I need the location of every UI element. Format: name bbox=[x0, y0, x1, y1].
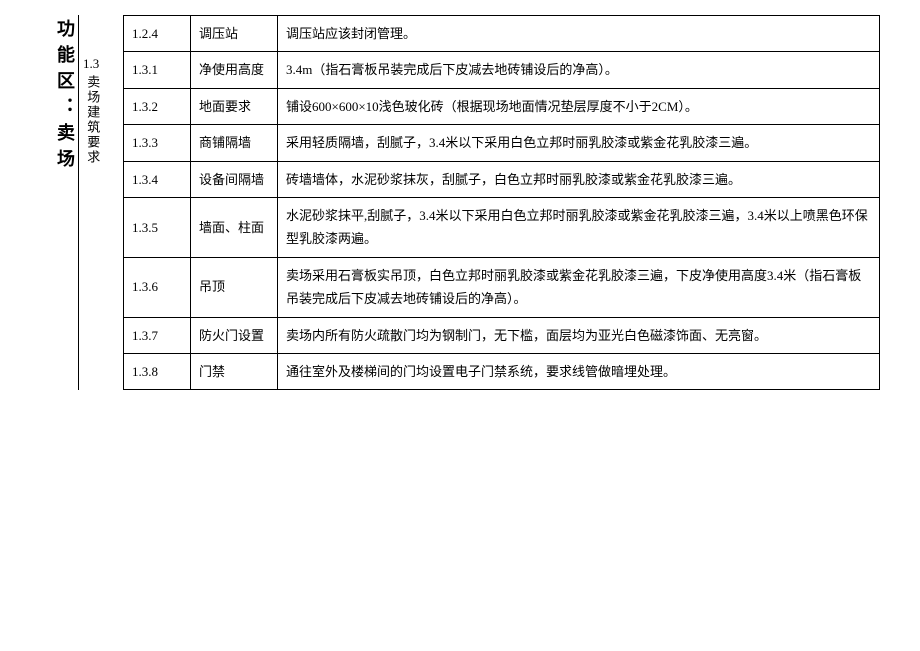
row-number: 1.2.4 bbox=[124, 16, 191, 52]
row-name: 门禁 bbox=[191, 353, 278, 389]
row-desc: 铺设600×600×10浅色玻化砖（根据现场地面情况垫层厚度不小于2CM）。 bbox=[278, 88, 880, 124]
row-name: 商铺隔墙 bbox=[191, 125, 278, 161]
row-name: 吊顶 bbox=[191, 257, 278, 317]
row-desc: 水泥砂浆抹平,刮腻子，3.4米以下采用白色立邦时丽乳胶漆或紫金花乳胶漆三遍，3.… bbox=[278, 197, 880, 257]
table-row: 1.3.3 商铺隔墙 采用轻质隔墙，刮腻子，3.4米以下采用白色立邦时丽乳胶漆或… bbox=[124, 125, 880, 161]
row-name: 防火门设置 bbox=[191, 317, 278, 353]
row-desc: 3.4m（指石膏板吊装完成后下皮减去地砖铺设后的净高）。 bbox=[278, 52, 880, 88]
row-desc: 卖场内所有防火疏散门均为钢制门，无下槛，面层均为亚光白色磁漆饰面、无亮窗。 bbox=[278, 317, 880, 353]
table-row: 1.3.6 吊顶 卖场采用石膏板实吊顶，白色立邦时丽乳胶漆或紫金花乳胶漆三遍，下… bbox=[124, 257, 880, 317]
table-row: 1.3.8 门禁 通往室外及楼梯间的门均设置电子门禁系统，要求线管做暗埋处理。 bbox=[124, 353, 880, 389]
row-name: 墙面、柱面 bbox=[191, 197, 278, 257]
row-desc: 通往室外及楼梯间的门均设置电子门禁系统，要求线管做暗埋处理。 bbox=[278, 353, 880, 389]
row-desc: 采用轻质隔墙，刮腻子，3.4米以下采用白色立邦时丽乳胶漆或紫金花乳胶漆三遍。 bbox=[278, 125, 880, 161]
table-row: 1.3.2 地面要求 铺设600×600×10浅色玻化砖（根据现场地面情况垫层厚… bbox=[124, 88, 880, 124]
row-name: 设备间隔墙 bbox=[191, 161, 278, 197]
table-row: 1.3.1 净使用高度 3.4m（指石膏板吊装完成后下皮减去地砖铺设后的净高）。 bbox=[124, 52, 880, 88]
table-row: 1.2.4 调压站 调压站应该封闭管理。 bbox=[124, 16, 880, 52]
row-name: 调压站 bbox=[191, 16, 278, 52]
section-wrap: 1.3 卖场建筑要求 1.2.4 调压站 调压站应该封闭管理。 1.3.1 净使… bbox=[78, 15, 880, 390]
document-root: 功能区：卖场 1.3 卖场建筑要求 1.2.4 调压站 调压站应该封闭管理。 1… bbox=[50, 15, 880, 390]
row-number: 1.3.7 bbox=[124, 317, 191, 353]
table-row: 1.3.7 防火门设置 卖场内所有防火疏散门均为钢制门，无下槛，面层均为亚光白色… bbox=[124, 317, 880, 353]
row-number: 1.3.1 bbox=[124, 52, 191, 88]
row-desc: 调压站应该封闭管理。 bbox=[278, 16, 880, 52]
spec-table: 1.2.4 调压站 调压站应该封闭管理。 1.3.1 净使用高度 3.4m（指石… bbox=[123, 15, 880, 390]
row-number: 1.3.3 bbox=[124, 125, 191, 161]
row-desc: 卖场采用石膏板实吊顶，白色立邦时丽乳胶漆或紫金花乳胶漆三遍，下皮净使用高度3.4… bbox=[278, 257, 880, 317]
section-header: 1.3 卖场建筑要求 bbox=[79, 15, 123, 170]
section-title: 卖场建筑要求 bbox=[83, 75, 101, 165]
row-number: 1.3.6 bbox=[124, 257, 191, 317]
row-number: 1.3.2 bbox=[124, 88, 191, 124]
table-row: 1.3.4 设备间隔墙 砖墙墙体，水泥砂浆抹灰，刮腻子，白色立邦时丽乳胶漆或紫金… bbox=[124, 161, 880, 197]
table-row: 1.3.5 墙面、柱面 水泥砂浆抹平,刮腻子，3.4米以下采用白色立邦时丽乳胶漆… bbox=[124, 197, 880, 257]
row-number: 1.3.8 bbox=[124, 353, 191, 389]
row-name: 净使用高度 bbox=[191, 52, 278, 88]
region-header: 功能区：卖场 bbox=[50, 15, 78, 175]
row-number: 1.3.5 bbox=[124, 197, 191, 257]
section-number: 1.3 bbox=[83, 55, 123, 73]
row-name: 地面要求 bbox=[191, 88, 278, 124]
row-number: 1.3.4 bbox=[124, 161, 191, 197]
row-desc: 砖墙墙体，水泥砂浆抹灰，刮腻子，白色立邦时丽乳胶漆或紫金花乳胶漆三遍。 bbox=[278, 161, 880, 197]
